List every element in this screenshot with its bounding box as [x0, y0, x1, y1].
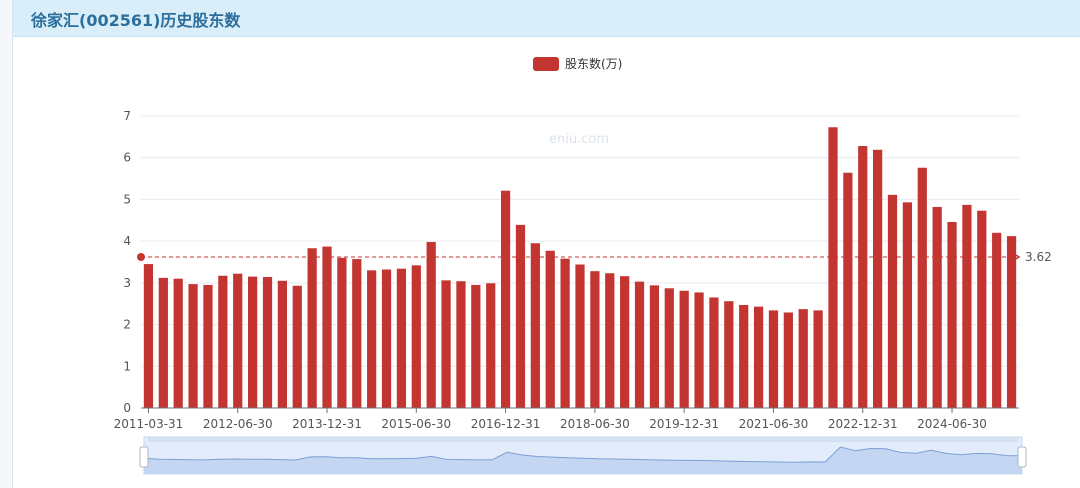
x-tick-label: 2022-12-31 — [828, 417, 898, 431]
bar[interactable] — [709, 297, 719, 408]
bar[interactable] — [426, 241, 436, 408]
reference-line-label: 3.62 — [1025, 250, 1052, 264]
x-tick-label: 2021-06-30 — [739, 417, 809, 431]
bar[interactable] — [947, 221, 957, 408]
bar[interactable] — [753, 306, 764, 408]
zoom-slider-preview-area — [144, 447, 1022, 474]
bar[interactable] — [322, 246, 332, 408]
bar[interactable] — [649, 285, 660, 408]
bar[interactable] — [233, 273, 243, 408]
zoom-slider-preview-line — [143, 446, 1023, 463]
x-tick-label: 2015-06-30 — [381, 417, 451, 431]
bar[interactable] — [798, 309, 808, 408]
bar[interactable] — [292, 285, 302, 408]
bar[interactable] — [634, 281, 645, 408]
bar[interactable] — [367, 270, 377, 408]
x-tick-label: 2019-12-31 — [649, 417, 719, 431]
bar[interactable] — [887, 194, 898, 408]
bar[interactable] — [500, 190, 511, 408]
bar[interactable] — [173, 278, 183, 408]
bar[interactable] — [515, 224, 526, 408]
y-tick-label: 5 — [123, 192, 131, 206]
bar[interactable] — [471, 284, 481, 408]
bar[interactable] — [768, 310, 779, 408]
bar[interactable] — [337, 257, 347, 408]
bar[interactable] — [203, 284, 213, 408]
bar[interactable] — [843, 172, 853, 408]
bar[interactable] — [262, 277, 273, 408]
bar[interactable] — [917, 167, 927, 408]
bar[interactable] — [932, 206, 942, 408]
page-title: 徐家汇(002561)历史股东数 — [31, 11, 241, 30]
bar[interactable] — [992, 232, 1002, 408]
bar[interactable] — [411, 265, 421, 408]
bar[interactable] — [724, 301, 734, 408]
watermark: eniu.com — [549, 132, 609, 147]
bar[interactable] — [664, 288, 674, 408]
bar[interactable] — [352, 259, 362, 408]
bar[interactable] — [590, 271, 600, 408]
bar[interactable] — [783, 312, 793, 408]
bar[interactable] — [158, 277, 168, 408]
bar[interactable] — [813, 310, 823, 408]
bar[interactable] — [277, 280, 287, 408]
bar[interactable] — [977, 210, 987, 408]
bar[interactable] — [620, 276, 630, 408]
zoom-slider-move-bar[interactable] — [148, 437, 1018, 442]
bar[interactable] — [873, 149, 883, 408]
bar[interactable] — [902, 202, 913, 408]
bar[interactable] — [456, 281, 466, 408]
y-tick-label: 6 — [123, 151, 131, 165]
bar[interactable] — [605, 273, 615, 408]
bar[interactable] — [381, 269, 392, 408]
y-tick-label: 7 — [123, 109, 131, 123]
bar[interactable] — [679, 290, 689, 408]
bar[interactable] — [218, 275, 228, 408]
x-tick-label: 2013-12-31 — [292, 417, 362, 431]
reference-line-arrow-icon — [1010, 251, 1021, 263]
bar[interactable] — [1006, 236, 1017, 408]
y-tick-label: 2 — [123, 318, 131, 332]
bar[interactable] — [396, 268, 407, 408]
title-bar: 徐家汇(002561)历史股东数 — [13, 0, 1080, 37]
bar[interactable] — [828, 127, 838, 409]
bar[interactable] — [694, 292, 704, 408]
bar[interactable] — [530, 243, 540, 408]
legend-label[interactable]: 股东数(万) — [565, 56, 622, 71]
y-tick-label: 1 — [123, 359, 131, 373]
bar[interactable] — [188, 284, 198, 408]
bar[interactable] — [560, 258, 570, 408]
zoom-slider-left-handle[interactable] — [139, 446, 149, 468]
y-tick-label: 4 — [123, 234, 131, 248]
bar[interactable] — [858, 146, 868, 408]
y-tick-label: 3 — [123, 276, 131, 290]
y-tick-label: 0 — [123, 401, 131, 415]
bar[interactable] — [575, 264, 585, 408]
x-tick-label: 2024-06-30 — [917, 417, 987, 431]
shareholder-chart: eniu.com 0 1 2 3 4 5 6 7 2011-03-31 2012-06-30 2013… — [114, 56, 1052, 475]
x-tick-label: 2016-12-31 — [471, 417, 541, 431]
bar[interactable] — [962, 204, 972, 408]
bar[interactable] — [307, 248, 317, 408]
x-tick-label: 2011-03-31 — [114, 417, 184, 431]
bar[interactable] — [545, 250, 555, 408]
bar[interactable] — [143, 264, 154, 408]
zoom-slider-right-handle[interactable] — [1017, 446, 1027, 468]
bar[interactable] — [739, 304, 749, 408]
legend-swatch[interactable] — [533, 57, 559, 71]
x-tick-label: 2012-06-30 — [203, 417, 273, 431]
chart-panel: 徐家汇(002561)历史股东数 eniu.com 0 1 2 3 4 5 6 7 2011-03… — [12, 0, 1080, 488]
bar[interactable] — [441, 280, 451, 408]
bar[interactable] — [486, 283, 496, 408]
x-tick-label: 2018-06-30 — [560, 417, 630, 431]
bar[interactable] — [247, 276, 258, 408]
